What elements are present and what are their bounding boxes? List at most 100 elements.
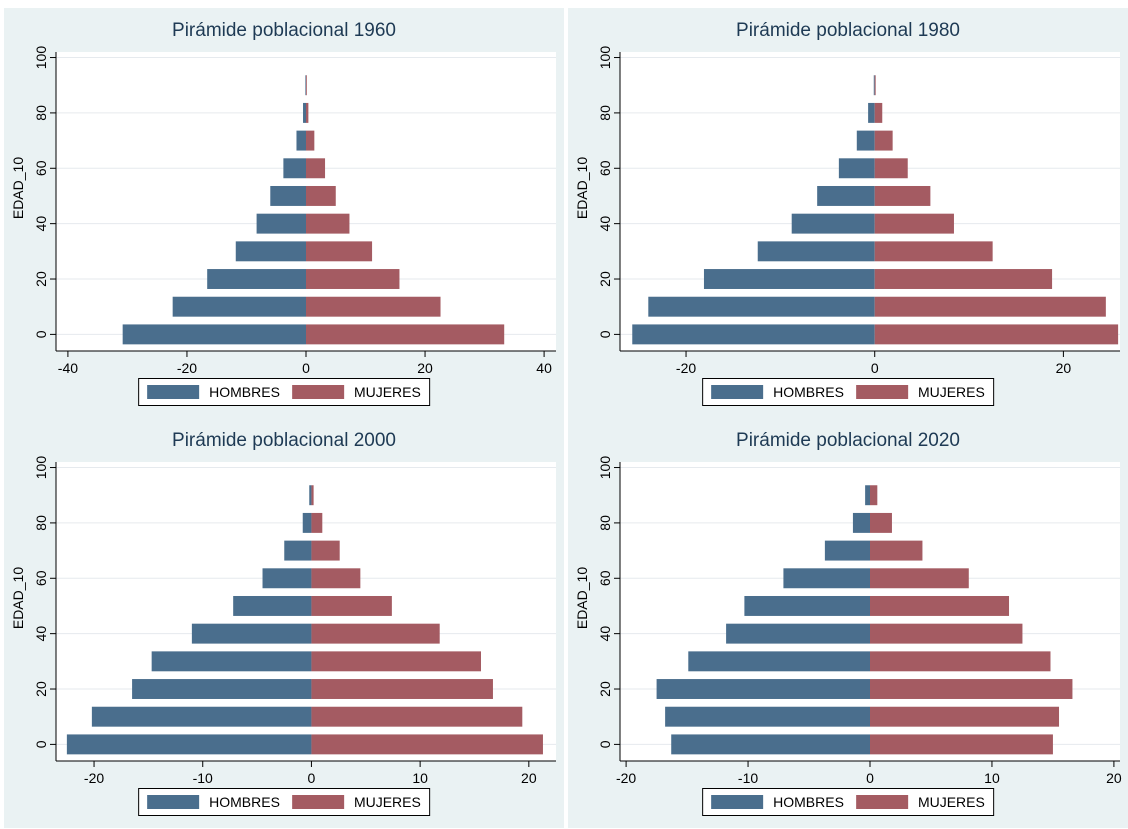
bar-mujeres [306, 102, 309, 123]
legend-label-hombres: HOMBRES [773, 794, 844, 810]
bar-mujeres [870, 512, 892, 533]
y-tick-label: 20 [33, 681, 49, 697]
y-tick-label: 40 [33, 216, 49, 232]
pyramid-panel-2000: Pirámide poblacional 2000 EDAD_10 0 20 40 6… [4, 418, 564, 828]
bar-mujeres [874, 75, 876, 96]
bar-hombres [172, 296, 306, 317]
x-tick-label: 10 [412, 770, 428, 786]
bar-mujeres [306, 213, 350, 234]
legend-swatch-mujeres [291, 795, 344, 809]
bar-hombres [309, 485, 312, 506]
chart-title: Pirámide poblacional 1960 [172, 20, 396, 41]
bar-hombres [132, 679, 312, 699]
legend-item-hombres: HOMBRES [711, 794, 844, 810]
bar-mujeres [870, 651, 1051, 672]
y-tick-label: 20 [597, 271, 613, 287]
y-tick-label: 60 [597, 160, 613, 176]
bar-mujeres [870, 679, 1073, 699]
bar-hombres [283, 158, 306, 179]
legend-item-mujeres: MUJERES [855, 384, 985, 400]
x-tick-label: 0 [866, 770, 874, 786]
bar-hombres [151, 651, 312, 672]
bar-hombres [817, 185, 875, 206]
bar-mujeres [874, 269, 1053, 289]
bar-mujeres [306, 269, 400, 289]
legend-label-hombres: HOMBRES [209, 384, 280, 400]
x-tick-label: -10 [738, 770, 758, 786]
legend-label-hombres: HOMBRES [209, 794, 280, 810]
bar-mujeres [870, 540, 923, 561]
legend-item-hombres: HOMBRES [147, 794, 280, 810]
bar-mujeres [874, 241, 993, 262]
bar-hombres [838, 158, 875, 179]
bar-mujeres [874, 158, 908, 179]
bar-hombres [235, 241, 306, 262]
pyramid-plot-1960: 0 20 40 60 80 100 -40 -20 0 20 40 [33, 46, 556, 376]
x-tick-label: -10 [193, 770, 213, 786]
bar-hombres [824, 540, 870, 561]
bar-hombres [305, 75, 307, 96]
y-tick-label: 100 [597, 46, 613, 70]
bar-hombres [648, 296, 875, 317]
bar-mujeres [311, 706, 523, 727]
legend-item-mujeres: MUJERES [291, 384, 421, 400]
y-tick-label: 40 [597, 626, 613, 642]
legend: HOMBRES MUJERES [702, 378, 994, 406]
y-tick-label: 60 [33, 570, 49, 586]
chart-title: Pirámide poblacional 2000 [172, 430, 396, 451]
legend-item-mujeres: MUJERES [855, 794, 985, 810]
y-tick-label: 80 [597, 105, 613, 121]
x-tick-label: 40 [536, 360, 552, 376]
y-tick-label: 40 [597, 216, 613, 232]
y-tick-label: 0 [33, 740, 49, 748]
legend: HOMBRES MUJERES [702, 788, 994, 816]
x-tick-label: 20 [1106, 770, 1122, 786]
legend-swatch-mujeres [855, 795, 908, 809]
bar-mujeres [870, 568, 969, 589]
bar-mujeres [311, 540, 340, 561]
chart-title: Pirámide poblacional 1980 [736, 20, 960, 41]
x-tick-label: 20 [1056, 360, 1072, 376]
bar-hombres [256, 213, 306, 234]
bar-mujeres [306, 241, 373, 262]
legend-label-mujeres: MUJERES [917, 794, 985, 810]
bar-mujeres [870, 706, 1060, 727]
x-tick-label: -20 [177, 360, 197, 376]
bar-hombres [270, 185, 306, 206]
bar-mujeres [306, 296, 441, 317]
legend: HOMBRES MUJERES [138, 788, 430, 816]
x-tick-label: 10 [984, 770, 1000, 786]
y-tick-label: 20 [33, 271, 49, 287]
legend-label-mujeres: MUJERES [917, 384, 985, 400]
bar-hombres [791, 213, 875, 234]
bar-mujeres [874, 130, 893, 151]
legend-swatch-hombres [147, 795, 200, 809]
bar-hombres [122, 324, 307, 345]
legend-swatch-mujeres [291, 385, 344, 399]
bar-mujeres [874, 185, 931, 206]
legend-swatch-hombres [711, 385, 764, 399]
bar-mujeres [306, 185, 336, 206]
bar-mujeres [311, 651, 481, 672]
legend-swatch-hombres [711, 795, 764, 809]
x-tick-label: 0 [308, 770, 316, 786]
bar-mujeres [306, 158, 326, 179]
x-tick-label: -40 [58, 360, 78, 376]
pyramid-plot-1980: 0 20 40 60 80 100 -20 0 20 [597, 46, 1120, 376]
y-tick-label: 80 [597, 515, 613, 531]
y-tick-label: 0 [597, 330, 613, 338]
bar-hombres [66, 734, 312, 755]
pyramid-panel-1960: Pirámide poblacional 1960 EDAD_10 0 20 40 6… [4, 8, 564, 418]
bar-hombres [302, 512, 312, 533]
bar-hombres [665, 706, 870, 727]
y-tick-label: 0 [597, 740, 613, 748]
legend-item-hombres: HOMBRES [147, 384, 280, 400]
bar-mujeres [870, 485, 878, 506]
pyramid-panel-2020: Pirámide poblacional 2020 EDAD_10 0 20 40 6… [568, 418, 1128, 828]
bar-hombres [868, 102, 875, 123]
bar-hombres [757, 241, 875, 262]
bar-mujeres [311, 595, 392, 616]
y-tick-label: 0 [33, 330, 49, 338]
bar-hombres [856, 130, 875, 151]
